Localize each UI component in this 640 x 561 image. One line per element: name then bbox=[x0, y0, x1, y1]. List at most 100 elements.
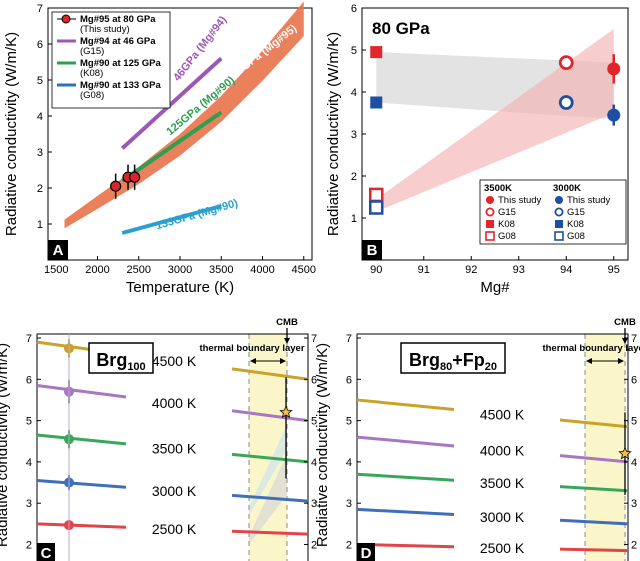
legend-sublabel: (K08) bbox=[80, 68, 103, 79]
isotherm-label: 3000 K bbox=[480, 509, 525, 525]
legend-marker bbox=[555, 220, 563, 228]
y-tick-label: 7 bbox=[26, 333, 32, 345]
cmb-arrowhead bbox=[622, 338, 628, 344]
legend-header: 3000K bbox=[553, 183, 581, 194]
x-tick-label: 2000 bbox=[85, 264, 109, 276]
y-tick-label: 6 bbox=[351, 3, 357, 15]
isotherm-3500k bbox=[231, 452, 309, 464]
panel-title: Brg100 bbox=[96, 350, 145, 373]
legend-swatch-point bbox=[61, 14, 71, 24]
y-right-tick-label: 6 bbox=[311, 374, 317, 386]
x-tick-label: 1500 bbox=[44, 264, 68, 276]
y-axis-label: Radiative conductivity (W/m/K) bbox=[3, 32, 20, 236]
tbl-arrowhead-right bbox=[280, 358, 286, 364]
legend-marker bbox=[485, 231, 495, 241]
y-tick-label: 4 bbox=[351, 87, 357, 99]
point-3000K-g15 bbox=[558, 95, 574, 110]
y-tick-label: 3 bbox=[346, 498, 352, 510]
panel-title-box bbox=[400, 342, 506, 374]
isotherm-2500k bbox=[36, 522, 127, 529]
point-3500K-this-study bbox=[607, 62, 621, 76]
isotherm-3000k bbox=[36, 478, 127, 489]
isotherm-3000k bbox=[559, 518, 629, 526]
legend-sublabel: (G08) bbox=[80, 90, 104, 101]
legend-box bbox=[479, 179, 627, 245]
legend-label: Mg#90 at 133 GPa bbox=[80, 80, 162, 91]
data-point-red bbox=[110, 180, 122, 192]
isotherm-3500k bbox=[36, 433, 127, 446]
tbl-arrowhead-left bbox=[586, 358, 592, 364]
y-tick-label: 5 bbox=[37, 75, 43, 87]
x-tick-label: 90 bbox=[370, 264, 382, 276]
panel-frame bbox=[356, 333, 629, 561]
y-tick-label: 3 bbox=[351, 129, 357, 141]
tbl-arrowhead-right bbox=[618, 358, 624, 364]
series-125gpa-line bbox=[121, 110, 223, 183]
isotherm-label: 2500 K bbox=[480, 540, 525, 556]
isotherm-2500k bbox=[231, 529, 309, 536]
y-tick-label: 2 bbox=[26, 539, 32, 551]
point-3500K-k08 bbox=[370, 46, 383, 59]
isotherm-label: 3500 K bbox=[152, 441, 197, 457]
y-tick-label: 4 bbox=[26, 457, 32, 469]
legend-box bbox=[51, 11, 171, 109]
isotherm-3500k bbox=[356, 472, 455, 482]
panel-badge bbox=[37, 543, 55, 561]
label-133gpa: 133GPa (Mg#90) bbox=[154, 197, 239, 232]
y-right-tick-label: 4 bbox=[311, 457, 317, 469]
y-tick-label: 4 bbox=[37, 111, 43, 123]
cmb-label: CMB bbox=[614, 317, 636, 328]
isotherm-label: 4500 K bbox=[152, 353, 197, 369]
isotherm-label: 4500 K bbox=[480, 406, 525, 422]
y-tick-label: 5 bbox=[26, 416, 32, 428]
legend-label: K08 bbox=[498, 219, 515, 230]
legend-label: This study bbox=[498, 195, 542, 206]
isotherm-3500k bbox=[559, 485, 629, 493]
y-tick-label: 1 bbox=[37, 219, 43, 231]
panel-badge bbox=[357, 543, 375, 561]
legend-label: Mg#94 at 46 GPa bbox=[80, 36, 156, 47]
y-tick-label: 5 bbox=[346, 416, 352, 428]
data-point-red bbox=[129, 171, 141, 183]
isotherm-label: 2500 K bbox=[152, 521, 197, 537]
point-3000K-g08 bbox=[369, 200, 384, 215]
panel-b-letter: B bbox=[367, 242, 378, 259]
isotherm-3000k bbox=[231, 493, 309, 503]
panel-letter: C bbox=[41, 545, 52, 561]
y-tick-label: 7 bbox=[37, 3, 43, 15]
cmb-arrowhead bbox=[284, 338, 290, 344]
panel-title-box bbox=[88, 342, 154, 374]
y-tick-label: 1 bbox=[351, 213, 357, 225]
y-right-tick-label: 2 bbox=[311, 539, 317, 551]
panel-a-badge bbox=[48, 240, 68, 260]
y-right-tick-label: 7 bbox=[631, 333, 637, 345]
x-tick-label: 95 bbox=[608, 264, 620, 276]
legend-marker bbox=[555, 196, 563, 204]
series-133gpa-line bbox=[121, 204, 222, 235]
panel-b-title: 80 GPa bbox=[372, 19, 430, 38]
tbl-label: thermal boundary layer bbox=[199, 343, 304, 354]
isotherm-3000k bbox=[356, 507, 455, 517]
y-tick-label: 2 bbox=[346, 539, 352, 551]
label-46gpa: 46GPa (Mg#94) bbox=[171, 14, 229, 84]
panel-title: Brg80+Fp20 bbox=[409, 350, 497, 373]
isotherm-4000k bbox=[559, 454, 629, 464]
y-tick-label: 2 bbox=[351, 171, 357, 183]
tbl-label: thermal boundary layer bbox=[542, 343, 640, 354]
y-right-tick-label: 3 bbox=[311, 498, 317, 510]
y-tick-label: 6 bbox=[346, 374, 352, 386]
legend-marker bbox=[485, 207, 495, 217]
isotherm-label: 3500 K bbox=[480, 475, 525, 491]
shade-red-band bbox=[376, 29, 614, 212]
tbl-blue-wedge bbox=[249, 424, 287, 516]
legend-marker bbox=[554, 231, 564, 241]
y-right-tick-label: 3 bbox=[631, 498, 637, 510]
legend-marker bbox=[486, 220, 494, 228]
legend-label: G08 bbox=[567, 231, 585, 242]
x-tick-label: 92 bbox=[465, 264, 477, 276]
series-46gpa-line bbox=[120, 56, 223, 150]
legend-sublabel: (This study) bbox=[80, 24, 130, 35]
x-tick-label: 93 bbox=[513, 264, 525, 276]
legend-sublabel: (G15) bbox=[80, 46, 104, 57]
